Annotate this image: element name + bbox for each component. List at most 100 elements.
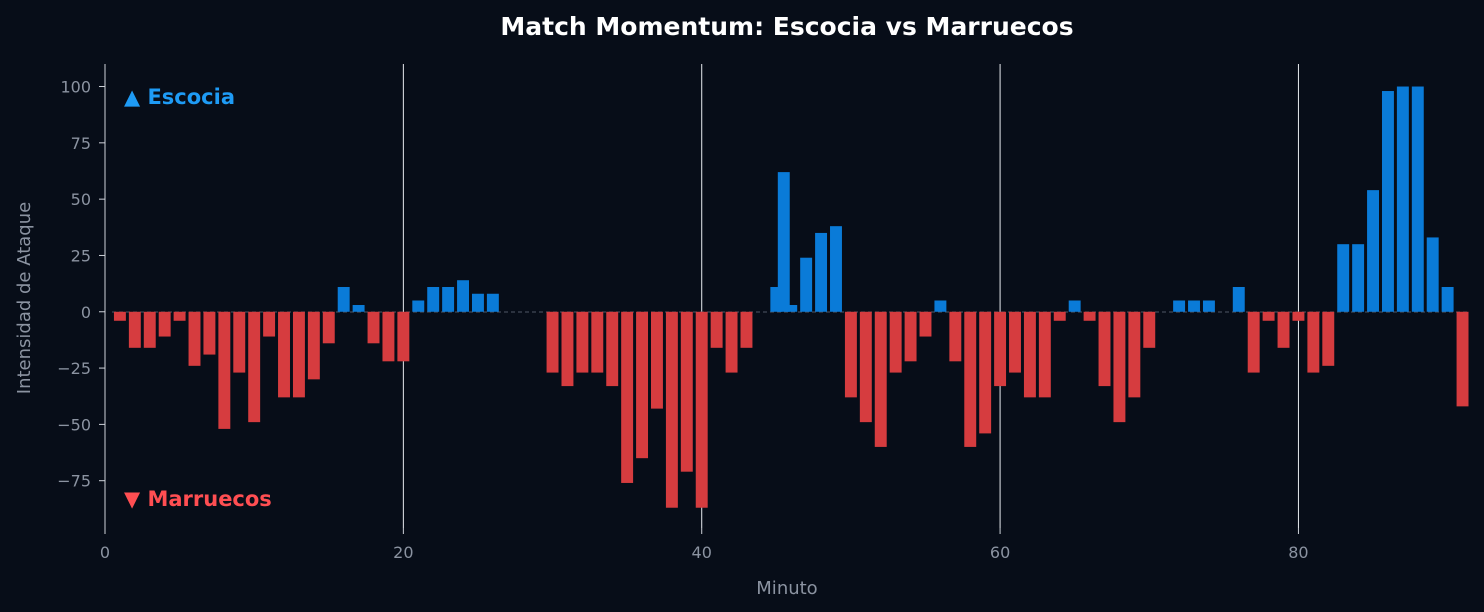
bar-minute-68 bbox=[1113, 311, 1126, 423]
bar-minute-42 bbox=[725, 311, 738, 373]
chart-title: Match Momentum: Escocia vs Marruecos bbox=[500, 12, 1073, 41]
bar-minute-80 bbox=[1292, 311, 1305, 321]
bar-minute-50 bbox=[844, 311, 857, 398]
bar-minute-56 bbox=[934, 300, 947, 312]
x-axis-ticks: 0 20 40 60 80 bbox=[100, 528, 1309, 562]
bar-minute-1 bbox=[113, 311, 126, 321]
bar-minute-16 bbox=[337, 286, 350, 312]
bar-minute-10 bbox=[248, 311, 261, 423]
bar-minute-63 bbox=[1038, 311, 1051, 398]
bar-minute-20 bbox=[397, 311, 410, 362]
bar-minute-30 bbox=[546, 311, 559, 373]
y-tick-label: −50 bbox=[57, 415, 91, 434]
y-tick-label: 100 bbox=[60, 78, 91, 97]
bar-minute-82 bbox=[1322, 311, 1335, 366]
bar-minute-7 bbox=[203, 311, 216, 355]
bar-minute-72 bbox=[1173, 300, 1186, 312]
bar-minute-47 bbox=[800, 257, 813, 312]
bar-minute-76 bbox=[1232, 286, 1245, 312]
momentum-bars bbox=[113, 86, 1469, 508]
bar-minute-88 bbox=[1411, 86, 1424, 312]
x-tick-label: 80 bbox=[1288, 543, 1308, 562]
bar-minute-84 bbox=[1352, 244, 1365, 312]
y-tick-label: 50 bbox=[71, 190, 91, 209]
bar-minute-86 bbox=[1381, 91, 1394, 312]
bar-minute-25 bbox=[471, 293, 484, 312]
bar-minute-87 bbox=[1396, 86, 1409, 312]
bar-minute-15 bbox=[322, 311, 335, 344]
x-tick-label: 20 bbox=[393, 543, 413, 562]
bar-minute-26 bbox=[486, 293, 499, 312]
y-tick-label: −25 bbox=[57, 359, 91, 378]
y-tick-label: 75 bbox=[71, 134, 91, 153]
bar-minute-43 bbox=[740, 311, 753, 348]
bar-minute-59 bbox=[979, 311, 992, 434]
bar-minute-3 bbox=[143, 311, 156, 348]
bar-minute-69 bbox=[1128, 311, 1141, 398]
bar-minute-62 bbox=[1023, 311, 1036, 398]
bar-minute-37 bbox=[651, 311, 663, 409]
x-tick-label: 0 bbox=[100, 543, 110, 562]
bar-minute-61 bbox=[1009, 311, 1021, 373]
bar-minute-45 bbox=[770, 286, 783, 312]
bar-minute-34 bbox=[606, 311, 619, 387]
bar-minute-74 bbox=[1202, 300, 1215, 312]
bar-minute-49 bbox=[830, 226, 842, 312]
bar-minute-89 bbox=[1426, 237, 1439, 312]
bar-minute-65 bbox=[1068, 300, 1081, 312]
x-tick-label: 40 bbox=[692, 543, 712, 562]
bar-minute-4 bbox=[158, 311, 171, 337]
legend-marruecos-label: ▼ Marruecos bbox=[124, 487, 272, 511]
bar-minute-55 bbox=[919, 311, 932, 337]
bar-minute-12 bbox=[278, 311, 290, 398]
bar-minute-85 bbox=[1367, 190, 1379, 312]
y-axis-ticks: −75 −50 −25 0 25 50 75 100 bbox=[57, 78, 105, 491]
bar-minute-57 bbox=[949, 311, 962, 362]
y-tick-label: 0 bbox=[81, 303, 91, 322]
bar-minute-13 bbox=[292, 311, 305, 398]
bar-minute-39 bbox=[680, 311, 693, 472]
bar-minute-14 bbox=[307, 311, 320, 380]
bar-minute-18 bbox=[367, 311, 380, 344]
y-tick-label: −75 bbox=[57, 472, 91, 491]
bar-minute-5 bbox=[173, 311, 186, 321]
bar-minute-58 bbox=[964, 311, 977, 447]
x-tick-label: 60 bbox=[990, 543, 1010, 562]
bar-minute-67 bbox=[1098, 311, 1111, 387]
bar-minute-83 bbox=[1337, 244, 1350, 312]
bar-minute-70 bbox=[1143, 311, 1156, 348]
bar-minute-21 bbox=[412, 300, 425, 312]
bar-minute-90 bbox=[1441, 286, 1454, 312]
bar-minute-54 bbox=[904, 311, 917, 362]
y-axis-label: Intensidad de Ataque bbox=[14, 202, 35, 394]
bar-minute-45-5 bbox=[777, 172, 790, 312]
bar-minute-38 bbox=[665, 311, 678, 508]
bar-minute-33 bbox=[591, 311, 604, 373]
bar-minute-35 bbox=[621, 311, 634, 483]
bar-minute-2 bbox=[128, 311, 141, 348]
bar-minute-6 bbox=[188, 311, 201, 366]
bar-minute-51 bbox=[859, 311, 872, 423]
bar-minute-60 bbox=[994, 311, 1007, 387]
bar-minute-22 bbox=[427, 286, 440, 312]
bar-minute-81 bbox=[1307, 311, 1320, 373]
bar-minute-73 bbox=[1188, 300, 1200, 312]
x-axis-label: Minuto bbox=[756, 578, 817, 599]
bar-minute-77 bbox=[1247, 311, 1260, 373]
bar-minute-24 bbox=[457, 280, 469, 312]
bar-minute-78 bbox=[1262, 311, 1275, 321]
bar-minute-79 bbox=[1277, 311, 1290, 348]
bar-minute-9 bbox=[233, 311, 246, 373]
bar-minute-32 bbox=[576, 311, 589, 373]
legend-escocia-label: ▲ Escocia bbox=[124, 85, 235, 109]
bar-minute-36 bbox=[636, 311, 649, 459]
bar-minute-19 bbox=[382, 311, 395, 362]
bar-minute-31 bbox=[561, 311, 574, 387]
bar-minute-53 bbox=[889, 311, 902, 373]
y-tick-label: 25 bbox=[71, 246, 91, 265]
bar-minute-23 bbox=[442, 286, 455, 312]
bar-minute-91 bbox=[1456, 311, 1469, 407]
bar-minute-17 bbox=[352, 305, 365, 312]
bar-minute-52 bbox=[874, 311, 887, 447]
